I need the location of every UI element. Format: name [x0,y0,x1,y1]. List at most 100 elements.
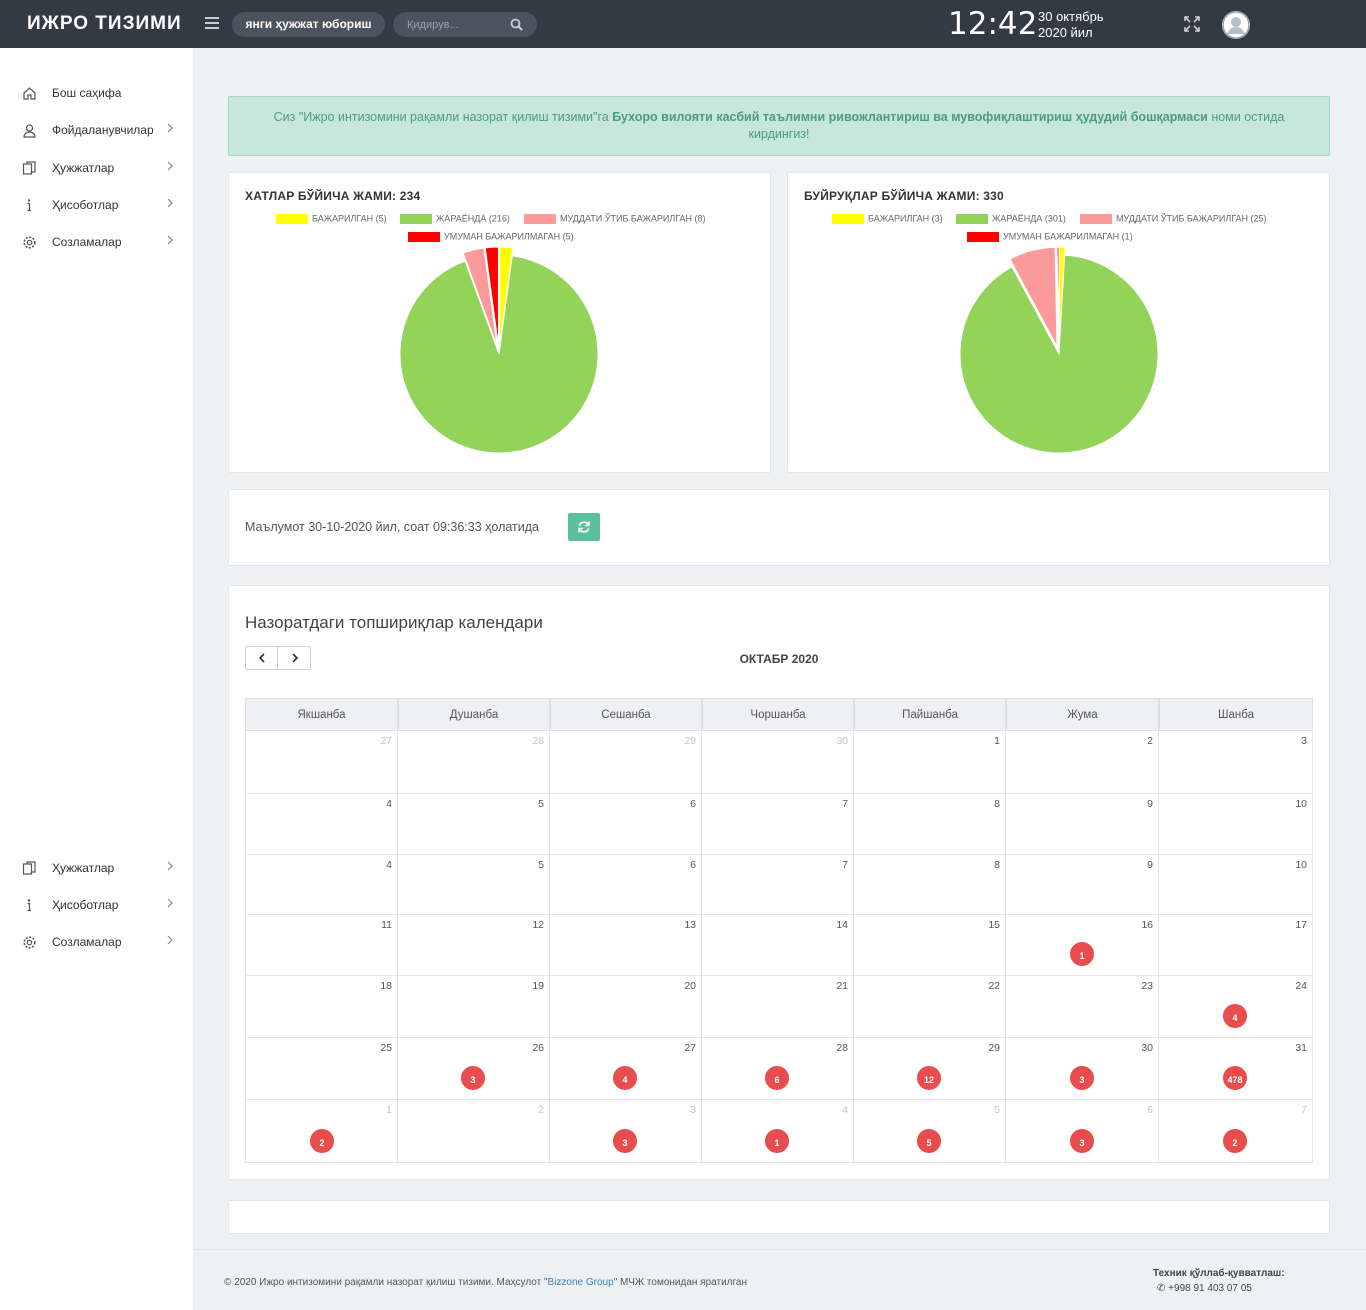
support-block: Техник қўллаб-қувватлаш: ✆ +998 91 403 0… [1153,1268,1285,1294]
calendar-day-cell[interactable]: 3 [1159,731,1313,794]
task-count-badge[interactable]: 3 [1068,1064,1096,1092]
legend-item-in-progress[interactable]: ЖАРАЁНДА (216) [400,213,510,225]
new-document-button[interactable]: янги ҳужжат юбориш [232,12,385,37]
sidebar-item-reports[interactable]: Ҳисоботлар [0,187,193,223]
pie-slice-done[interactable] [499,246,514,347]
pie-slice-in-progress[interactable] [399,255,599,454]
pie-slice-not-done[interactable] [484,246,499,347]
calendar-day-cell[interactable]: 11 [245,915,398,976]
day-number: 1 [994,735,1000,747]
calendar-day-cell[interactable]: 8 [854,855,1006,915]
calendar-day-cell[interactable]: 18 [245,976,398,1038]
calendar-day-cell[interactable]: 16 1 [1006,915,1159,976]
task-count-badge[interactable]: 1 [1068,940,1096,968]
calendar-day-cell[interactable]: 24 4 [1159,976,1313,1038]
calendar-day-cell[interactable]: 5 [398,855,550,915]
calendar-day-cell[interactable]: 29 [550,731,702,794]
calendar-day-cell[interactable]: 13 [550,915,702,976]
calendar-day-cell[interactable]: 21 [702,976,854,1038]
calendar-day-cell[interactable]: 12 [398,915,550,976]
legend-item-overdue-done[interactable]: МУДДАТИ ЎТИБ БАЖАРИЛГАН (25) [1080,213,1267,225]
calendar-day-cell[interactable]: 7 [702,794,854,855]
search-input[interactable] [407,12,507,37]
user-avatar[interactable] [1222,11,1250,39]
calendar-day-cell[interactable]: 27 4 [550,1038,702,1100]
legend-item-done[interactable]: БАЖАРИЛГАН (5) [276,213,387,225]
calendar-day-cell[interactable]: 6 [550,794,702,855]
calendar-day-cell[interactable]: 25 [245,1038,398,1100]
calendar-day-cell[interactable]: 8 [854,794,1006,855]
calendar-day-cell[interactable]: 30 [702,731,854,794]
calendar-day-cell[interactable]: 17 [1159,915,1313,976]
task-count-badge[interactable]: 3 [611,1127,639,1155]
calendar-day-cell[interactable]: 23 [1006,976,1159,1038]
pie-slice-not-done[interactable] [1056,246,1060,347]
calendar-day-cell[interactable]: 4 [245,855,398,915]
calendar-day-cell[interactable]: 28 [398,731,550,794]
task-count-badge[interactable]: 478 [1221,1064,1249,1092]
calendar-day-cell[interactable]: 7 [702,855,854,915]
calendar-day-cell[interactable]: 6 [550,855,702,915]
task-count-badge[interactable]: 1 [763,1127,791,1155]
legend-item-not-done[interactable]: УМУМАН БАЖАРИЛМАГАН (5) [408,231,574,243]
calendar-next-button[interactable] [279,647,311,669]
calendar-day-cell[interactable]: 30 3 [1006,1038,1159,1100]
hamburger-menu-icon[interactable] [205,17,219,29]
day-number: 3 [690,1104,696,1116]
calendar-day-cell[interactable]: 15 [854,915,1006,976]
brand-title[interactable]: ИЖРО ТИЗИМИ [27,13,182,34]
legend-item-not-done[interactable]: УМУМАН БАЖАРИЛМАГАН (1) [967,231,1133,243]
legend-item-in-progress[interactable]: ЖАРАЁНДА (301) [956,213,1066,225]
calendar-day-cell[interactable]: 9 [1006,855,1159,915]
calendar-day-cell[interactable]: 19 [398,976,550,1038]
refresh-button[interactable] [568,513,600,541]
calendar-day-cell[interactable]: 29 12 [854,1038,1006,1100]
calendar-day-cell[interactable]: 27 [245,731,398,794]
pie-slice-in-progress[interactable] [959,254,1159,454]
legend-item-overdue-done[interactable]: МУДДАТИ ЎТИБ БАЖАРИЛГАН (8) [524,213,706,225]
calendar-day-cell[interactable]: 2 [1006,731,1159,794]
sidebar-item-settings[interactable]: Созламалар [0,924,193,960]
calendar-day-cell[interactable]: 9 [1006,794,1159,855]
calendar-day-cell[interactable]: 14 [702,915,854,976]
calendar-day-cell[interactable]: 20 [550,976,702,1038]
calendar-day-cell[interactable]: 4 [245,794,398,855]
sidebar-item-documents[interactable]: Ҳужжатлар [0,850,193,886]
calendar-day-cell[interactable]: 28 6 [702,1038,854,1100]
calendar-day-cell[interactable]: 22 [854,976,1006,1038]
task-count-badge[interactable]: 4 [611,1064,639,1092]
calendar-day-cell[interactable]: 26 3 [398,1038,550,1100]
task-count-badge[interactable]: 3 [459,1064,487,1092]
task-count-badge[interactable]: 4 [1221,1002,1249,1030]
sidebar-item-home[interactable]: Бош саҳифа [0,75,193,111]
calendar-day-cell[interactable]: 2 [398,1100,550,1163]
sidebar-item-settings[interactable]: Созламалар [0,224,193,260]
legend-item-done[interactable]: БАЖАРИЛГАН (3) [832,213,943,225]
pie-slice-overdue-done[interactable] [1009,246,1058,347]
task-count-badge[interactable]: 2 [1221,1127,1249,1155]
calendar-prev-button[interactable] [246,647,278,669]
calendar-day-cell[interactable]: 10 [1159,794,1313,855]
task-count-badge[interactable]: 5 [915,1127,943,1155]
sidebar-item-documents[interactable]: Ҳужжатлар [0,150,193,186]
sidebar-item-reports[interactable]: Ҳисоботлар [0,887,193,923]
calendar-day-cell[interactable]: 10 [1159,855,1313,915]
calendar-day-cell[interactable]: 1 [854,731,1006,794]
task-count-badge[interactable]: 2 [308,1127,336,1155]
fullscreen-icon[interactable] [1184,16,1200,32]
search-icon[interactable] [510,18,523,31]
task-count-badge[interactable]: 3 [1068,1127,1096,1155]
task-count-badge[interactable]: 6 [763,1064,791,1092]
sidebar-item-users[interactable]: Фойдаланувчилар [0,112,193,148]
task-count-badge[interactable]: 12 [915,1064,943,1092]
pie-slice-overdue-done[interactable] [462,247,498,347]
calendar-day-cell[interactable]: 5 [398,794,550,855]
company-link[interactable]: Bizzone Group [547,1277,614,1288]
calendar-day-cell[interactable]: 31 478 [1159,1038,1313,1100]
